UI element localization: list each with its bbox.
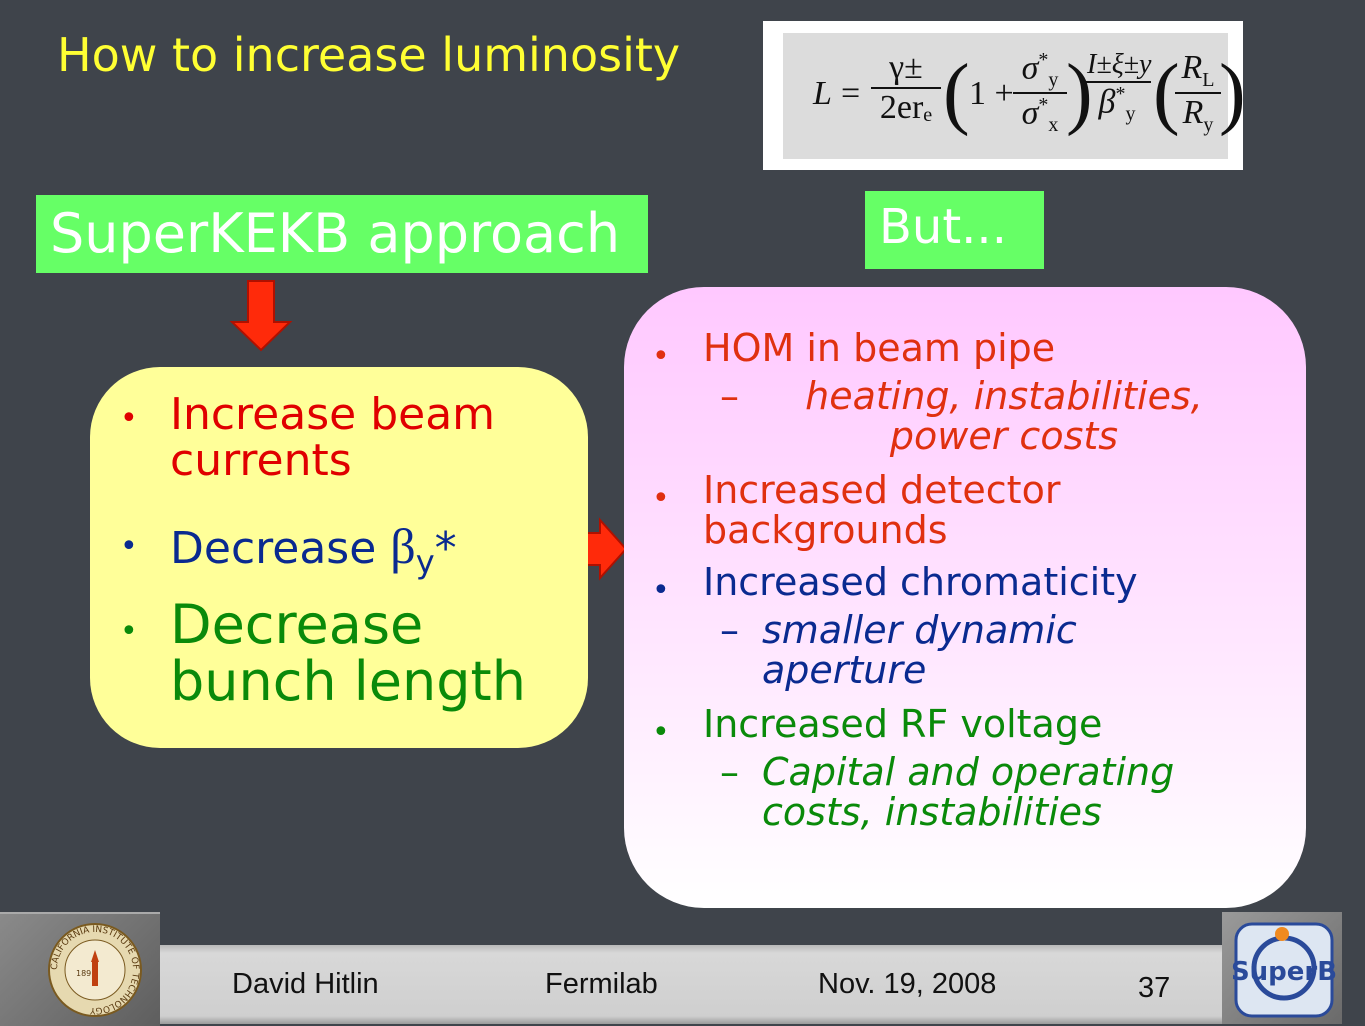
sym: R (1182, 93, 1204, 131)
sub: y (1203, 113, 1214, 136)
footer-venue: Fermilab (545, 968, 658, 1000)
issue-sub: smaller dynamic aperture (762, 608, 1077, 692)
bullet: • (120, 614, 138, 649)
bullet: • (652, 339, 670, 374)
fraction: RL Ry (1175, 49, 1221, 137)
sub: L (1202, 68, 1215, 91)
fraction: σ*y σ*x (1013, 49, 1067, 137)
issue-text: Increased chromaticity (703, 560, 1138, 604)
paren: ) (1066, 49, 1093, 137)
bullet: • (652, 715, 670, 750)
sym: R (1181, 49, 1203, 86)
issue-text: Increased detector backgrounds (703, 468, 1061, 552)
denominator: σ*x (1013, 94, 1067, 137)
formula: L = γ± 2erₑ ( 1 + σ*y σ*x ) I±ξ±y β*y ( … (783, 33, 1246, 159)
denominator: Ry (1175, 94, 1221, 137)
caltech-logo: CALIFORNIA INSTITUTE OF TECHNOLOGY 1891 (48, 923, 142, 1017)
numerator: σ*y (1013, 49, 1067, 95)
bullet: • (652, 573, 670, 608)
issues-box: • HOM in beam pipe – heating, instabilities… (624, 287, 1306, 908)
footer-bar (160, 945, 1222, 1024)
slide-title: How to increase luminosity (57, 28, 681, 82)
sub: y (415, 542, 435, 581)
approach-item: Increase beam currents (170, 389, 496, 487)
approach-box: • Increase beam currents • Decrease βy* … (90, 367, 588, 748)
fraction: I±ξ±y β*y (1083, 49, 1151, 126)
formula-image: L = γ± 2erₑ ( 1 + σ*y σ*x ) I±ξ±y β*y ( … (763, 21, 1246, 170)
bullet: • (120, 529, 138, 564)
denominator: 2erₑ (879, 89, 933, 126)
approach-item: Decrease βy* (170, 520, 457, 579)
beta: β (390, 518, 416, 574)
issue-sub: Capital and operating costs, instabiliti… (762, 750, 1175, 834)
formula-equals: = (841, 75, 861, 112)
issue-text: Increased RF voltage (703, 702, 1103, 746)
but-label: But... (865, 191, 1044, 269)
approach-item: Decrease bunch length (170, 593, 526, 713)
page-number: 37 (1138, 972, 1171, 1004)
dash: – (720, 750, 739, 794)
numerator: γ± (871, 49, 941, 89)
bullet: • (120, 401, 138, 436)
numerator: I±ξ±y (1083, 49, 1151, 83)
paren: ) (1219, 49, 1246, 137)
issue-sub: heating, instabilities, power costs (805, 374, 1203, 458)
footer-author: David Hitlin (232, 968, 379, 1000)
formula-one-plus: 1 + (969, 75, 1014, 112)
suffix: * (434, 523, 457, 574)
sup: * (1038, 94, 1049, 117)
numerator: RL (1175, 49, 1221, 94)
torch (91, 950, 99, 986)
denominator: β*y (1083, 83, 1151, 126)
sym: σ (1021, 94, 1039, 132)
logo-dot (1275, 927, 1289, 941)
sym: β (1098, 83, 1116, 121)
sub: y (1125, 103, 1136, 126)
text: Decrease (170, 523, 391, 574)
formula-lhs: L (813, 75, 832, 112)
fraction: γ± 2erₑ (871, 49, 941, 127)
bullet: • (652, 481, 670, 516)
logo-text: SuperB (1232, 957, 1336, 987)
issue-text: HOM in beam pipe (703, 326, 1056, 370)
dash: – (720, 608, 739, 652)
sup: * (1038, 49, 1049, 71)
seal-year: 1891 (76, 969, 96, 978)
dash: – (720, 374, 739, 418)
footer-date: Nov. 19, 2008 (818, 968, 997, 1000)
sym: σ (1021, 49, 1039, 87)
down-arrow (229, 280, 293, 352)
sub: x (1048, 114, 1059, 137)
sub: y (1048, 69, 1059, 92)
paren: ( (943, 49, 970, 137)
approach-label: SuperKEKB approach (36, 195, 648, 273)
sup: * (1115, 83, 1126, 105)
superb-logo: SuperB (1232, 922, 1336, 1018)
